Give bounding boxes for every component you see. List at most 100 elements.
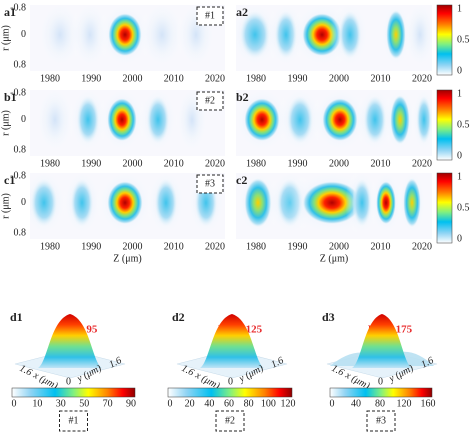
surface-peak: [352, 314, 412, 368]
panel-label: d1: [10, 310, 23, 324]
intensity-blob: [46, 9, 74, 60]
colorbar-tick-label: 80: [375, 398, 385, 409]
heatmap: [30, 5, 225, 71]
r-tick-label: -0.8: [10, 2, 26, 13]
intensity-blob: [410, 9, 430, 60]
intensity-blob: [108, 12, 142, 57]
z-tick-label: 1980: [40, 158, 60, 169]
panel-label: d3: [322, 310, 335, 324]
r-axis-label: r (μm): [0, 110, 11, 136]
z-tick-label: 2010: [164, 158, 184, 169]
colorbar-tick-label: 0: [168, 398, 173, 409]
r-tick-label: 0.8: [14, 227, 27, 238]
z-tick-label: 2010: [371, 241, 391, 252]
heatmap: [236, 5, 432, 71]
intensity-blob: [244, 177, 272, 228]
intensity-blob: [76, 94, 100, 145]
r-axis-label: r (μm): [0, 25, 11, 51]
r-tick-label: 0.8: [14, 59, 27, 70]
r-tick-label: 0: [21, 197, 26, 208]
colorbar: [436, 172, 453, 244]
dashed-box: [366, 410, 396, 432]
colorbar-tick-label: 1: [457, 88, 462, 99]
intensity-blob: [146, 94, 170, 145]
heatmap: [236, 173, 432, 239]
x-end-label: 1.6: [330, 363, 346, 379]
colorbar-tick-label: 10: [32, 398, 42, 409]
intensity-blob: [286, 94, 314, 145]
colorbar-tick-label: 0: [330, 398, 335, 409]
panel-label: c1: [4, 173, 15, 187]
colorbar-tick-label: 50: [79, 398, 89, 409]
z-tick-label: 2000: [329, 158, 349, 169]
colorbar-tick-label: 80: [244, 398, 254, 409]
intensity-blob: [154, 177, 178, 228]
z-tick-label: 1980: [40, 73, 60, 84]
intensity-blob: [390, 94, 410, 145]
z-tick-label: 2010: [164, 73, 184, 84]
intensity-blob: [403, 177, 421, 228]
z-tick-label: 2000: [123, 158, 143, 169]
colorbar-tick-label: 20: [185, 398, 195, 409]
z-tick-label: 1990: [81, 241, 101, 252]
box-label: #2: [225, 415, 235, 426]
z-axis-label: Z (μm): [320, 253, 348, 264]
r-tick-label: -0.8: [10, 170, 26, 181]
z-tick-label: 1990: [288, 73, 308, 84]
x-end-label: 1.6: [180, 363, 196, 379]
z-tick-label: 2010: [164, 241, 184, 252]
colorbar-tick-label: 100: [261, 398, 276, 409]
colorbar: [436, 4, 453, 76]
colorbar: [11, 387, 136, 398]
intensity-blob: [244, 97, 280, 142]
colorbar-tick-label: 0: [457, 233, 462, 244]
dashed-box: [215, 410, 245, 432]
y-end-label: 1.6: [269, 355, 285, 371]
origin-label: 0: [228, 376, 233, 387]
z-tick-label: 2020: [412, 158, 432, 169]
z-tick-label: 1990: [288, 241, 308, 252]
origin-label: 0: [378, 376, 383, 387]
r-tick-label: 0: [21, 29, 26, 40]
colorbar-tick-label: 120: [281, 398, 296, 409]
x-end-label: 1.6: [18, 363, 34, 379]
z-tick-label: 1990: [81, 73, 101, 84]
intensity-blob: [107, 97, 137, 142]
intensity-blob: [322, 97, 358, 142]
panel-label: a1: [4, 5, 16, 19]
colorbar-tick-label: 70: [103, 398, 113, 409]
y-end-label: 1.6: [419, 355, 435, 371]
z-tick-label: 2020: [205, 158, 225, 169]
intensity-blob: [363, 94, 387, 145]
intensity-blob: [107, 180, 143, 225]
intensity-blob: [338, 9, 362, 60]
r-tick-label: -0.8: [10, 87, 26, 98]
colorbar-tick-label: 0: [457, 150, 462, 161]
dashed-box: [196, 6, 224, 26]
panel-label: d2: [172, 310, 185, 324]
y-end-label: 1.6: [107, 355, 123, 371]
dashed-box: [59, 410, 88, 432]
z-tick-label: 1990: [81, 158, 101, 169]
intensity-blob: [78, 9, 102, 60]
colorbar-tick-label: 90: [126, 398, 136, 409]
surface-peak: [200, 314, 264, 368]
colorbar: [436, 89, 453, 161]
colorbar-tick-label: 0.5: [457, 34, 470, 45]
z-tick-label: 2000: [329, 73, 349, 84]
panel-label: b1: [4, 90, 17, 104]
z-tick-label: 2000: [123, 241, 143, 252]
box-label: #1: [205, 10, 215, 21]
z-tick-label: 1980: [40, 241, 60, 252]
intensity-blob: [376, 180, 396, 225]
intensity-blob: [386, 9, 406, 60]
colorbar-tick-label: 0.5: [457, 119, 470, 130]
colorbar-tick-label: 0: [457, 65, 462, 76]
z-tick-label: 1980: [246, 73, 266, 84]
intensity-blob: [148, 9, 176, 60]
heatmap: [236, 90, 432, 156]
colorbar-tick-label: 160: [421, 398, 436, 409]
colorbar-tick-label: 30: [56, 398, 66, 409]
panel-label: a2: [236, 5, 248, 19]
